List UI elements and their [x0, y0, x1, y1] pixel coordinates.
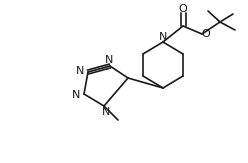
Text: O: O: [202, 29, 210, 39]
Text: O: O: [179, 4, 187, 14]
Text: N: N: [105, 55, 113, 65]
Text: N: N: [159, 32, 167, 42]
Text: N: N: [72, 90, 80, 100]
Text: N: N: [102, 107, 110, 117]
Text: N: N: [76, 66, 84, 76]
